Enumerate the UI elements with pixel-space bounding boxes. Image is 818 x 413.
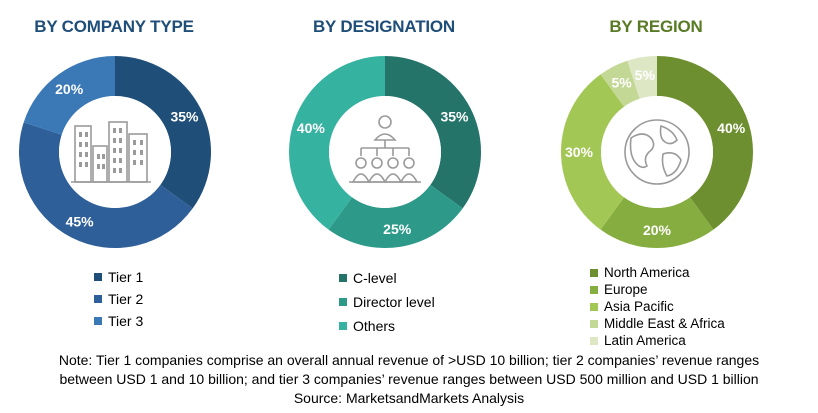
slice-tier-2: [18, 122, 193, 249]
legend-item: Tier 2: [94, 288, 143, 310]
slice-label: 5%: [635, 67, 656, 83]
note-line-2: between USD 1 and 10 billion; and tier 3…: [59, 371, 759, 387]
legend-swatch: [590, 302, 598, 311]
legend-swatch: [339, 298, 347, 306]
legend-swatch: [339, 322, 347, 330]
designation-donut: 35% 25% 40%: [289, 56, 481, 248]
company-type-panel: BY COMPANY TYPE 35% 45% 20% Tier 1 Tier 2 Ti…: [0, 0, 244, 340]
org-chart-icon: [349, 115, 421, 183]
region-legend: North America Europe Asia Pacific Middle Ea…: [590, 264, 725, 349]
legend-label: North America: [604, 265, 690, 280]
legend-swatch: [590, 268, 598, 277]
slice-label: 30%: [565, 144, 594, 160]
slice-director-level: [328, 184, 463, 248]
legend-item: North America: [590, 264, 725, 281]
designation-legend: C-level Director level Others: [339, 266, 435, 338]
legend-item: Tier 1: [94, 266, 143, 288]
region-panel: BY REGION 40% 20% 30% 5% 5% North America Eur…: [526, 0, 786, 348]
legend-item: C-level: [339, 266, 435, 290]
slice-tier-1: [115, 56, 212, 209]
company-type-donut: 35% 45% 20%: [18, 56, 212, 249]
legend-label: Others: [353, 318, 396, 334]
slice-label: 35%: [170, 109, 199, 125]
legend-label: Europe: [604, 282, 648, 297]
legend-item: Director level: [339, 290, 435, 314]
slice-north-america: [657, 56, 753, 230]
legend-item: Tier 3: [94, 310, 143, 332]
legend-label: Tier 3: [108, 313, 144, 329]
legend-label: Director level: [353, 294, 435, 310]
legend-swatch: [94, 317, 102, 325]
slice-label: 20%: [55, 81, 84, 97]
slice-asia-pacific: [561, 74, 625, 230]
slice-label: 20%: [643, 222, 672, 238]
slice-label: 45%: [66, 213, 95, 229]
company-type-legend: Tier 1 Tier 2 Tier 3: [94, 266, 143, 332]
legend-swatch: [590, 319, 598, 328]
region-donut: 40% 20% 30% 5% 5%: [561, 56, 753, 249]
company-type-title: BY COMPANY TYPE: [34, 17, 194, 36]
designation-panel: BY DESIGNATION 35% 25% 40% C-level Director…: [254, 0, 514, 340]
legend-swatch: [590, 285, 598, 294]
legend-item: Others: [339, 314, 435, 338]
slice-label: 25%: [383, 221, 412, 237]
legend-label: Latin America: [604, 333, 686, 348]
legend-swatch: [94, 273, 102, 281]
note-line-1: Note: Tier 1 companies comprise an overa…: [58, 352, 760, 368]
legend-item: Middle East & Africa: [590, 315, 725, 332]
slice-label: 40%: [297, 120, 326, 136]
legend-label: Tier 2: [108, 291, 144, 307]
legend-item: Asia Pacific: [590, 298, 725, 315]
source-line: Source: MarketsandMarkets Analysis: [293, 390, 525, 406]
legend-item: Europe: [590, 281, 725, 298]
slice-label: 35%: [440, 109, 469, 125]
slice-c-level: [385, 56, 481, 209]
legend-label: Middle East & Africa: [604, 316, 725, 331]
legend-item: Latin America: [590, 332, 725, 349]
legend-label: C-level: [353, 270, 397, 286]
donut-center: [329, 96, 441, 208]
slice-others: [289, 56, 385, 230]
legend-swatch: [94, 295, 102, 303]
slice-europe: [600, 197, 714, 249]
slice-latin-america: [627, 56, 657, 99]
footnote: Note: Tier 1 companies comprise an overa…: [0, 351, 818, 408]
globe-icon: [624, 119, 690, 185]
designation-title: BY DESIGNATION: [312, 17, 456, 36]
slice-label: 40%: [717, 120, 746, 136]
region-title: BY REGION: [609, 17, 703, 36]
slice-middle-east-africa: [600, 60, 640, 107]
legend-label: Asia Pacific: [604, 299, 674, 314]
donut-center: [601, 96, 713, 208]
slice-label: 5%: [611, 75, 632, 91]
legend-label: Tier 1: [108, 269, 144, 285]
slice-tier-3: [23, 56, 115, 135]
legend-swatch: [339, 274, 347, 282]
legend-swatch: [590, 336, 598, 345]
buildings-icon: [71, 121, 151, 183]
